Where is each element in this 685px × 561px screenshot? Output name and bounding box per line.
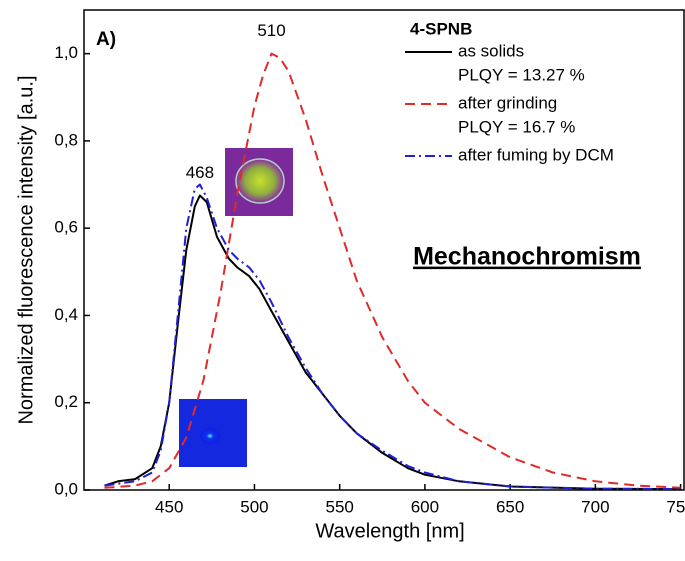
annotation: Mechanochromism — [413, 243, 641, 271]
legend-label: as solids — [458, 41, 524, 60]
x-tick-label: 750 — [666, 497, 685, 516]
legend-title: 4-SPNB — [410, 19, 472, 38]
y-tick-label: 0,6 — [54, 218, 78, 237]
y-tick-label: 0,2 — [54, 392, 78, 411]
y-tick-label: 0,8 — [54, 130, 78, 149]
y-tick-label: 0,0 — [54, 479, 78, 498]
x-tick-label: 650 — [496, 497, 524, 516]
x-tick-label: 700 — [581, 497, 609, 516]
x-axis-title: Wavelength [nm] — [315, 520, 464, 542]
y-tick-label: 0,4 — [54, 305, 78, 324]
series-line — [104, 52, 681, 489]
legend-label: after grinding — [458, 93, 557, 112]
x-tick-label: 550 — [325, 497, 353, 516]
x-tick-label: 600 — [411, 497, 439, 516]
y-axis-title: Normalized fluorescence intensity [a.u.] — [15, 75, 37, 424]
peak-label: 510 — [257, 21, 285, 40]
y-tick-label: 1,0 — [54, 43, 78, 62]
series-line — [104, 183, 681, 491]
legend-note: PLQY = 13.27 % — [458, 65, 585, 84]
inset-photo-fumed — [179, 399, 247, 467]
peak-label: 468 — [186, 163, 214, 182]
x-tick-label: 450 — [155, 497, 183, 516]
panel-label: A) — [96, 29, 116, 50]
x-tick-label: 500 — [240, 497, 268, 516]
plot-frame — [83, 9, 685, 491]
legend-note: PLQY = 16.7 % — [458, 117, 575, 136]
legend-label: after fuming by DCM — [458, 145, 614, 164]
